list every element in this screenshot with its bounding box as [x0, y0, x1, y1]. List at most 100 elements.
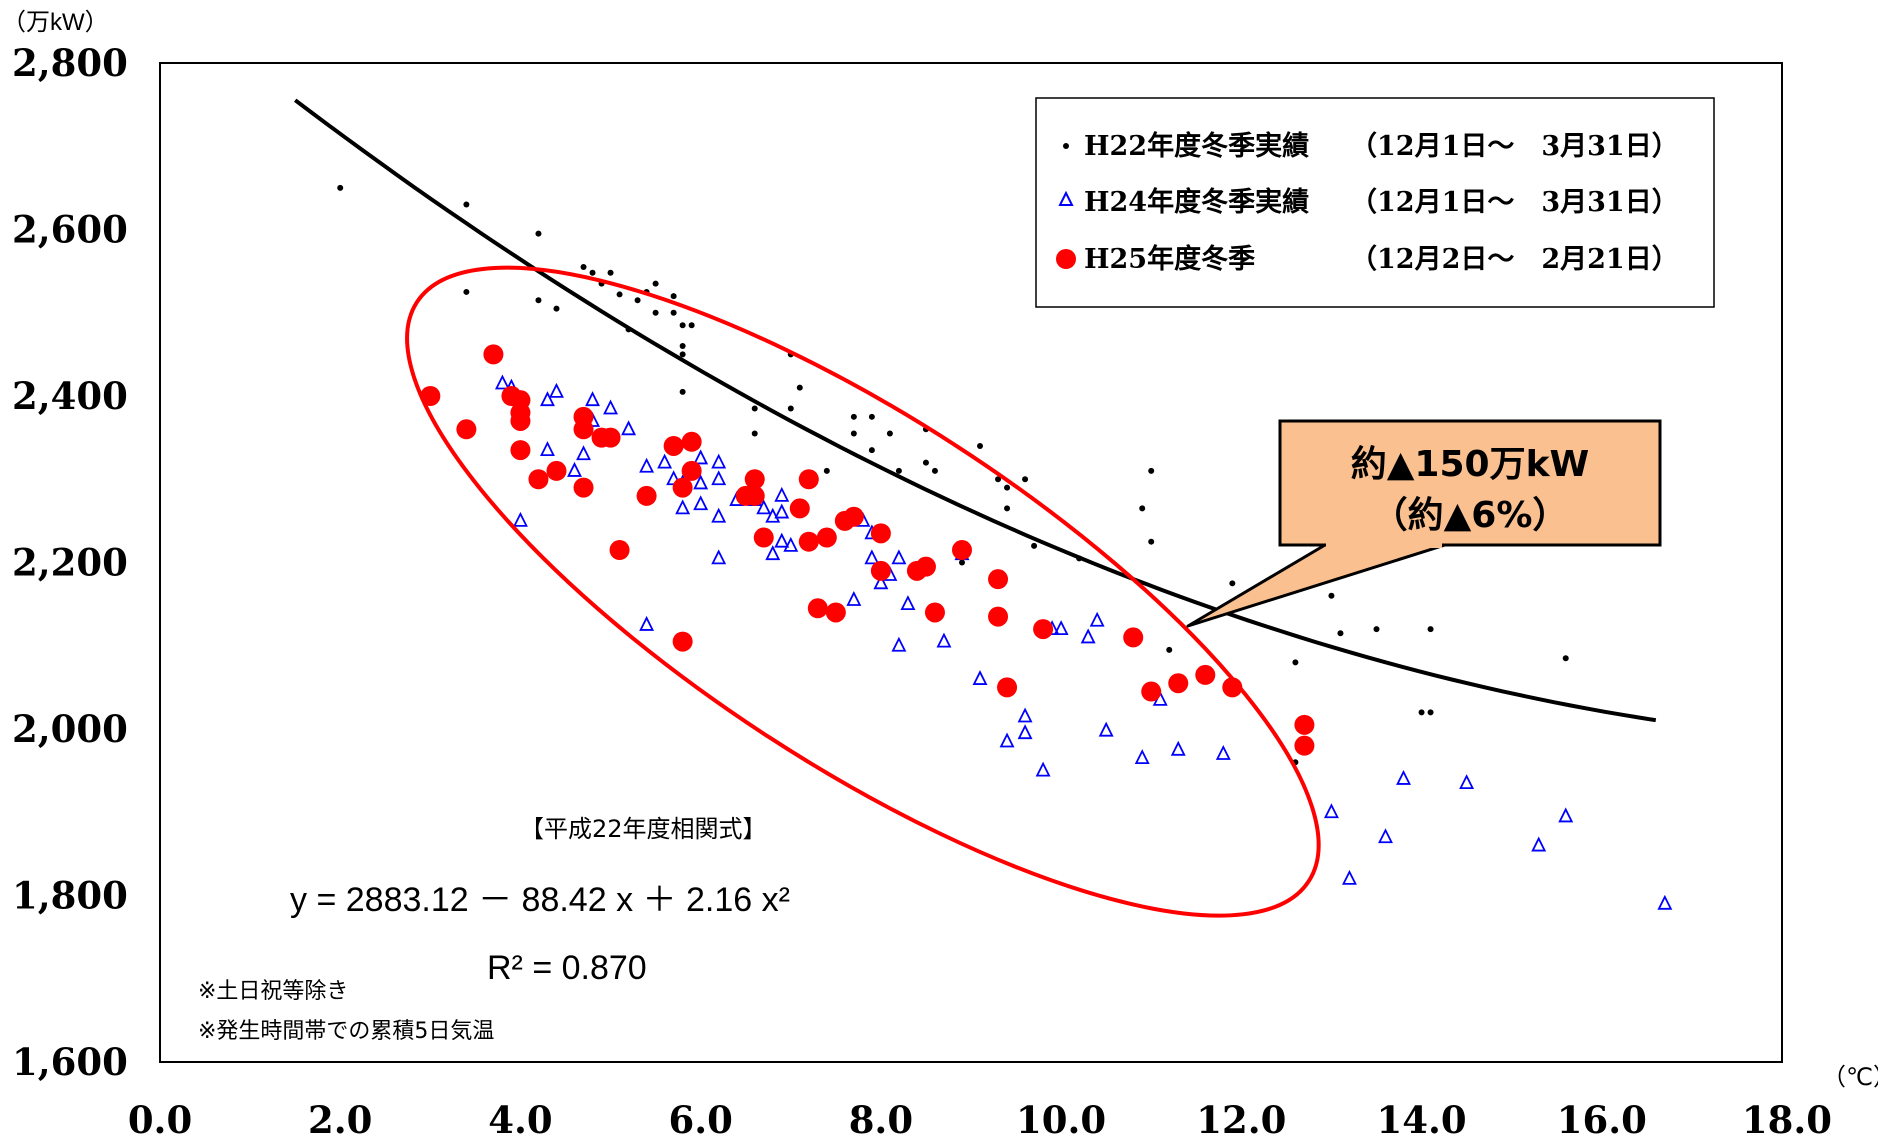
h22-point	[958, 559, 965, 566]
h24-point	[891, 636, 907, 652]
h22-point	[868, 447, 875, 454]
h24-point	[693, 474, 709, 490]
h22-point	[463, 288, 470, 295]
note-holidays: ※土日祝等除き	[198, 979, 348, 1004]
y-tick-label: 1,600	[12, 1040, 128, 1084]
h22-point	[535, 230, 542, 237]
legend-circle-icon	[1056, 249, 1076, 269]
h22-point	[1292, 659, 1299, 666]
x-tick-label: 14.0	[1376, 1098, 1466, 1140]
h24-point	[1134, 749, 1150, 765]
h22-point	[634, 297, 641, 304]
legend-dot-icon	[1063, 143, 1069, 149]
h22-point	[679, 322, 686, 329]
h25-point	[510, 440, 531, 461]
h25-point	[753, 527, 774, 548]
x-axis-unit: （℃）	[1822, 1064, 1878, 1091]
h25-point	[744, 485, 765, 506]
h25-point	[997, 677, 1018, 698]
legend-label-h22: H22年度冬季実績	[1084, 130, 1309, 162]
h22-point	[589, 269, 596, 276]
h24-point	[1035, 761, 1051, 777]
h24-point	[846, 590, 862, 606]
equation-title: 【平成22年度相関式】	[520, 815, 767, 843]
h25-point	[843, 506, 864, 527]
h22-point	[535, 297, 542, 304]
plot-frame	[159, 62, 1783, 1063]
legend: H22年度冬季実績 （12月1日～ 3月31日） H24年度冬季実績 （12月1…	[1035, 97, 1715, 308]
legend-period-h25: （12月2日～ 2月21日）	[1350, 244, 1679, 275]
h22-point	[1004, 484, 1011, 491]
h25-point	[1033, 619, 1054, 640]
y-axis-unit: （万kW）	[2, 9, 109, 36]
h22-point	[1328, 592, 1335, 599]
h24-point	[783, 536, 799, 552]
h22-point	[679, 388, 686, 395]
h25-point	[1294, 735, 1315, 756]
callout-box	[1278, 419, 1662, 547]
y-tick-label: 1,800	[12, 874, 128, 918]
h22-point	[895, 467, 902, 474]
h22-point	[337, 184, 344, 191]
h25-point	[1294, 714, 1315, 735]
h22-point	[796, 384, 803, 391]
h25-point	[546, 460, 567, 481]
h22-point	[922, 459, 929, 466]
y-tick-label: 2,400	[12, 374, 128, 418]
h25-point	[483, 344, 504, 365]
h24-point	[675, 499, 691, 515]
h24-point	[1215, 744, 1231, 760]
equation-text: y = 2883.12 － 88.42 x ＋ 2.16 x²	[290, 881, 790, 919]
h22-point	[1418, 709, 1425, 716]
legend-period-h24: （12月1日～ 3月31日）	[1350, 187, 1679, 218]
h24-point	[603, 399, 619, 415]
h24-point	[639, 457, 655, 473]
x-tick-label: 12.0	[1196, 1098, 1286, 1140]
h24-point	[774, 532, 790, 548]
h25-point	[870, 560, 891, 581]
legend-label-h24: H24年度冬季実績	[1084, 186, 1309, 218]
h22-point	[1427, 709, 1434, 716]
h22-point	[670, 309, 677, 316]
h25-point	[1168, 673, 1189, 694]
h22-point	[670, 293, 677, 300]
h25-point	[988, 606, 1009, 627]
h25-point	[924, 602, 945, 623]
h22-point	[850, 413, 857, 420]
h22-point	[679, 351, 686, 358]
h25-point	[1195, 664, 1216, 685]
legend-triangle-icon	[1058, 190, 1074, 206]
callout: 約▲150万kW （約▲6%）	[1186, 419, 1662, 628]
x-tick-label: 6.0	[668, 1098, 732, 1140]
h25-point	[807, 598, 828, 619]
h25-point	[510, 410, 531, 431]
h24-point	[1342, 869, 1357, 885]
h24-point	[711, 470, 727, 486]
h25-point	[789, 498, 810, 519]
h24-point	[1170, 740, 1186, 756]
callout-line-1: 約▲150万kW	[1351, 444, 1589, 485]
h22-point	[1148, 538, 1155, 545]
callout-line-2: （約▲6%）	[1372, 495, 1569, 536]
h24-point	[774, 486, 790, 502]
h24-point	[1657, 894, 1673, 910]
h25-point	[681, 431, 702, 452]
h22-point	[607, 269, 614, 276]
h24-point	[494, 374, 510, 390]
h22-point	[652, 280, 659, 287]
h22-point	[1022, 476, 1029, 483]
h24-point	[864, 549, 880, 565]
legend-box	[1035, 97, 1715, 308]
highlight-ellipse	[405, 265, 1321, 918]
h24-point	[1017, 724, 1033, 740]
x-tick-label: 4.0	[488, 1098, 552, 1140]
legend-label-h25: H25年度冬季	[1084, 243, 1255, 275]
h25-point	[573, 477, 594, 498]
h25-point	[456, 419, 477, 440]
series-h25	[420, 344, 1315, 756]
y-tick-label: 2,600	[12, 208, 128, 252]
h24-point	[621, 420, 637, 436]
callout-box-seam	[1326, 540, 1442, 548]
h25-point	[609, 540, 630, 561]
